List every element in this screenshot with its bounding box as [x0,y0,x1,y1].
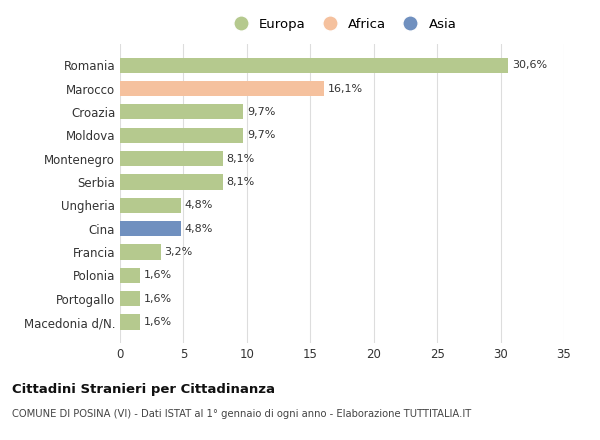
Text: 16,1%: 16,1% [328,84,363,94]
Bar [120,81,324,96]
Text: 4,8%: 4,8% [185,200,213,210]
Bar [120,268,140,283]
Bar [120,104,243,120]
Text: Cittadini Stranieri per Cittadinanza: Cittadini Stranieri per Cittadinanza [12,383,275,396]
Text: 1,6%: 1,6% [144,293,172,304]
Text: 1,6%: 1,6% [144,270,172,280]
Text: 8,1%: 8,1% [227,177,255,187]
Bar [120,128,243,143]
Bar [120,58,508,73]
Bar [120,174,223,190]
Text: 30,6%: 30,6% [512,60,547,70]
Text: COMUNE DI POSINA (VI) - Dati ISTAT al 1° gennaio di ogni anno - Elaborazione TUT: COMUNE DI POSINA (VI) - Dati ISTAT al 1°… [12,409,471,419]
Text: 1,6%: 1,6% [144,317,172,327]
Bar [120,244,161,260]
Text: 3,2%: 3,2% [164,247,193,257]
Text: 9,7%: 9,7% [247,107,275,117]
Bar [120,221,181,236]
Bar [120,315,140,330]
Text: 9,7%: 9,7% [247,130,275,140]
Legend: Europa, Africa, Asia: Europa, Africa, Asia [227,18,457,31]
Text: 4,8%: 4,8% [185,224,213,234]
Bar [120,151,223,166]
Bar [120,198,181,213]
Text: 8,1%: 8,1% [227,154,255,164]
Bar [120,291,140,306]
